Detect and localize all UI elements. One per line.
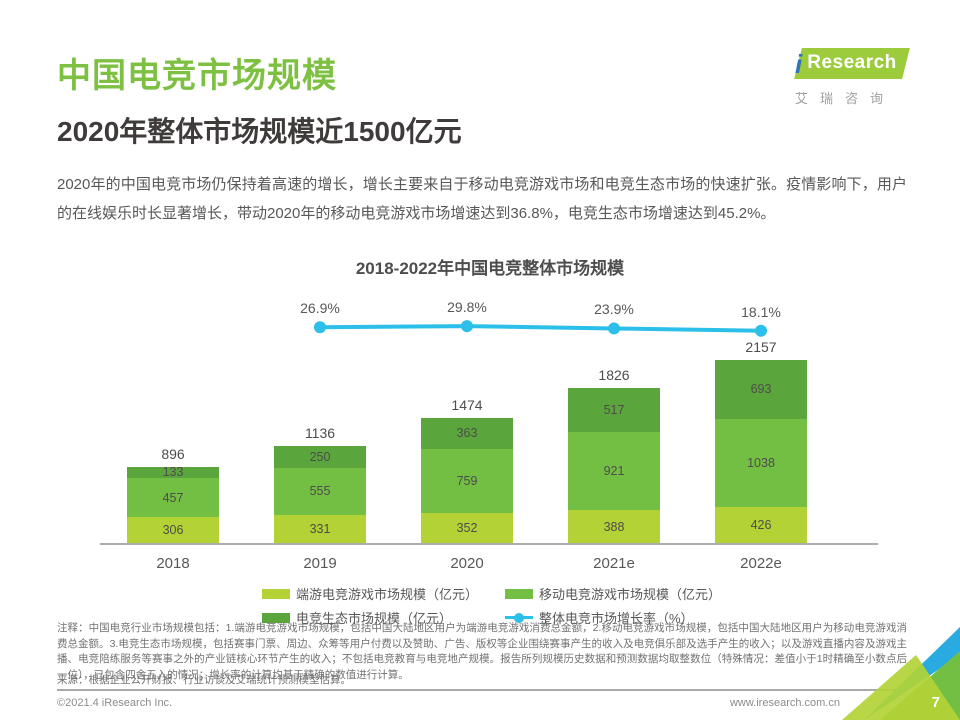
growth-rate-label: 23.9% xyxy=(594,301,634,318)
bar-segment: 133 xyxy=(127,465,219,480)
intro-paragraph: 2020年的中国电竞市场仍保持着高速的增长，增长主要来自于移动电竞游戏市场和电竞… xyxy=(57,176,907,222)
bar-total-label: 896 xyxy=(161,445,185,462)
bar-segment-value: 693 xyxy=(750,382,772,397)
growth-rate-label: 18.1% xyxy=(741,303,781,320)
growth-rate-label: 29.8% xyxy=(447,299,487,316)
legend-item-ecosystem: 电竞生态市场规模（亿元） xyxy=(262,608,505,627)
bar-segment: 250 xyxy=(274,446,366,468)
bar-segment-value: 363 xyxy=(456,426,478,441)
page-title: 中国电竞市场规模 xyxy=(57,57,337,95)
bar-segment-value: 331 xyxy=(309,521,331,536)
chart-legend: 端游电竞游戏市场规模（亿元） 移动电竞游戏市场规模（亿元） 电竞生态市场规模（亿… xyxy=(262,584,782,632)
legend-item-growth-rate: 整体电竞市场增长率（%） xyxy=(505,608,748,627)
bar-segment-value: 759 xyxy=(456,473,478,488)
iresearch-logo-wordmark: i Research xyxy=(795,48,905,79)
bar-segment: 693 xyxy=(715,359,807,419)
chart-source: 来源：根据企业公开财报、行业访谈及艾瑞统计预测模型估算。 xyxy=(57,674,351,686)
chart-plot-area: 306 457 133 896 2018 331 555 250 1136 2019 352 759 3… xyxy=(100,293,880,572)
ecosystem-swatch-icon xyxy=(262,612,290,623)
bar-total-label: 1474 xyxy=(451,396,483,413)
x-axis-line xyxy=(100,543,878,545)
chart-annotation: 注释：中国电竞行业市场规模包括：1.端游电竞游戏市场规模，包括中国大陆地区用户为… xyxy=(57,622,907,681)
bar-segment-value: 1038 xyxy=(747,455,775,470)
page-subtitle: 2020年整体市场规模近1500亿元 xyxy=(57,116,462,147)
bar-segment: 352 xyxy=(421,513,513,543)
x-axis-tick-label: 2021e xyxy=(593,555,635,572)
x-axis-tick-label: 2022e xyxy=(740,555,782,572)
bar-total-label: 1826 xyxy=(598,366,630,383)
bar-segment: 1038 xyxy=(715,418,807,507)
footer-website: www.iresearch.com.cn xyxy=(729,697,840,709)
bar-segment: 555 xyxy=(274,467,366,515)
logo-chinese-name: 艾瑞咨询 xyxy=(795,91,896,106)
bar-segment-value: 388 xyxy=(603,519,625,534)
bar-segment-value: 457 xyxy=(162,490,184,505)
legend-label: 电竞生态市场规模（亿元） xyxy=(296,611,453,626)
bar-total-label: 2157 xyxy=(745,338,777,355)
bar-segment-value: 133 xyxy=(162,465,184,480)
bar-segment: 388 xyxy=(568,510,660,543)
page-number: 7 xyxy=(931,694,940,711)
bar-segment: 759 xyxy=(421,448,513,514)
bar-segment-value: 426 xyxy=(750,517,772,532)
x-axis-tick-label: 2019 xyxy=(303,555,337,572)
bar-segment: 426 xyxy=(715,506,807,543)
growth-line-symbol-icon xyxy=(505,612,533,623)
footer-divider xyxy=(57,689,905,691)
bar-segment-value: 352 xyxy=(456,521,478,536)
bar-segment-value: 921 xyxy=(603,463,625,478)
footer-copyright: ©2021.4 iResearch Inc. xyxy=(57,697,173,709)
bar-segment: 921 xyxy=(568,431,660,511)
bar-segment: 457 xyxy=(127,478,219,517)
chart-title: 2018-2022年中国电竞整体市场规模 xyxy=(355,259,625,278)
legend-item-pc-games: 端游电竞游戏市场规模（亿元） xyxy=(262,584,505,603)
bar-segment: 306 xyxy=(127,516,219,543)
bar-segment-value: 555 xyxy=(309,484,331,499)
legend-label: 整体电竞市场增长率（%） xyxy=(539,611,694,626)
corner-triangles-decoration xyxy=(842,627,960,720)
legend-label: 移动电竞游戏市场规模（亿元） xyxy=(539,587,722,602)
bar-segment: 331 xyxy=(274,514,366,543)
logo-i-glyph: i xyxy=(795,48,803,79)
growth-rate-label: 26.9% xyxy=(300,300,340,317)
logo-brand-text: Research xyxy=(807,52,897,73)
bar-segment-value: 517 xyxy=(603,402,625,417)
legend-label: 端游电竞游戏市场规模（亿元） xyxy=(296,587,479,602)
legend-item-mobile-games: 移动电竞游戏市场规模（亿元） xyxy=(505,584,748,603)
pc-games-swatch-icon xyxy=(262,588,290,599)
x-axis-tick-label: 2018 xyxy=(156,555,190,572)
iresearch-logo: i Research 艾瑞咨询 xyxy=(795,48,905,107)
bar-segment-value: 306 xyxy=(162,522,184,537)
x-axis-tick-label: 2020 xyxy=(450,555,484,572)
bar-segment-value: 250 xyxy=(309,450,331,465)
bar-total-label: 1136 xyxy=(304,425,336,442)
logo-green-parallelogram: Research xyxy=(798,48,906,79)
mobile-games-swatch-icon xyxy=(505,588,533,599)
bar-segment: 517 xyxy=(568,387,660,432)
bar-segment: 363 xyxy=(421,417,513,449)
